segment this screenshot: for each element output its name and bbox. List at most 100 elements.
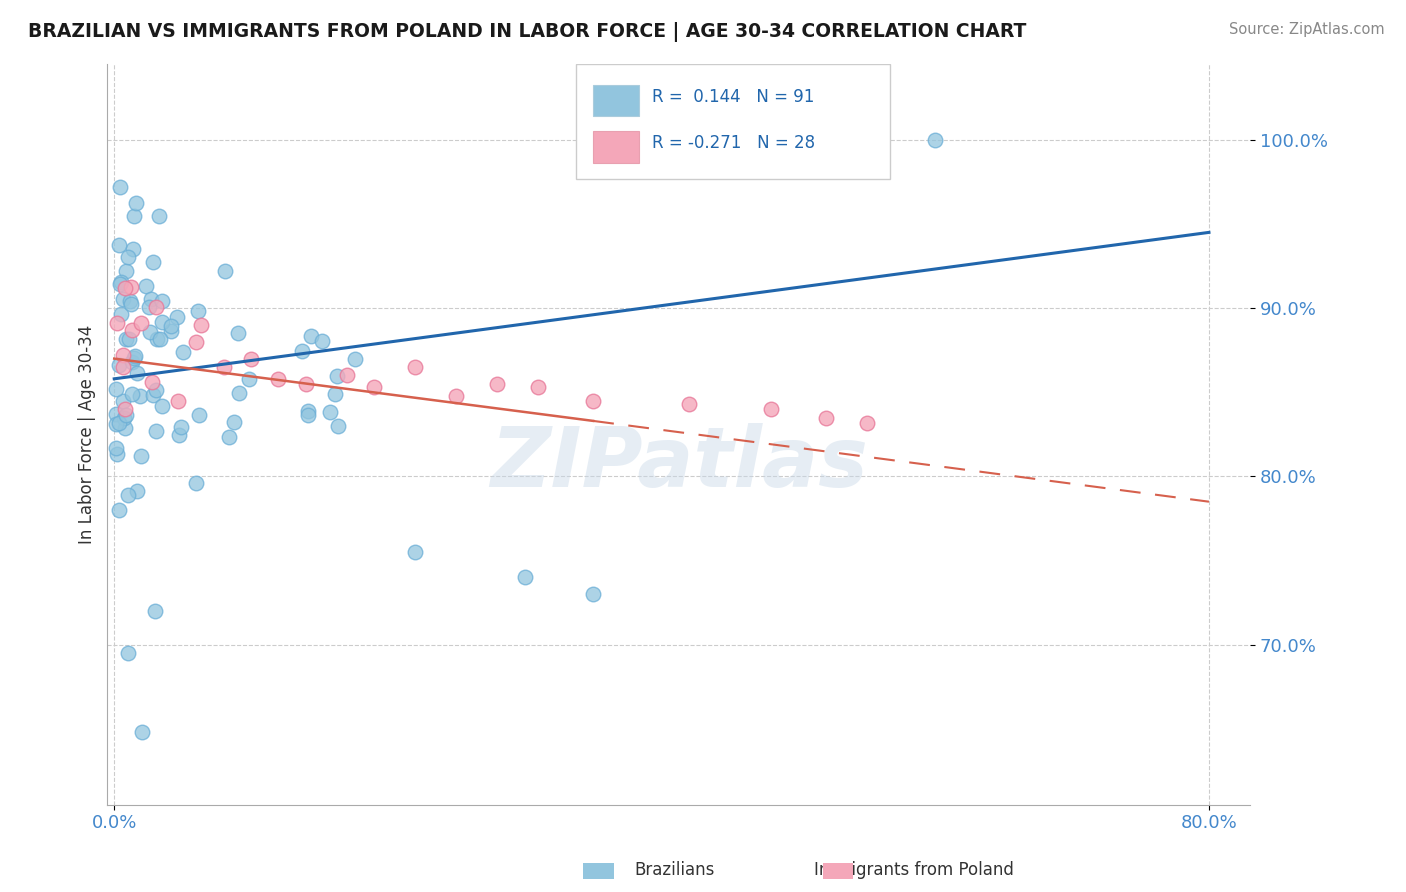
Point <box>122 209 145 223</box>
Point <box>363 380 385 394</box>
Point <box>152 315 174 329</box>
Point <box>114 401 136 416</box>
Point <box>115 264 138 278</box>
Point <box>139 325 162 339</box>
Point <box>172 345 194 359</box>
Point <box>160 324 183 338</box>
Point <box>311 334 333 348</box>
Point <box>104 407 127 421</box>
Point <box>121 323 143 337</box>
Point <box>145 332 167 346</box>
Point <box>240 351 263 366</box>
FancyBboxPatch shape <box>576 64 890 179</box>
Point <box>121 386 143 401</box>
Point <box>513 570 536 584</box>
Point <box>226 326 249 341</box>
Point <box>344 351 367 366</box>
Point <box>138 301 160 315</box>
Point <box>319 405 342 419</box>
Point <box>167 428 190 442</box>
Point <box>117 646 139 660</box>
Point <box>148 209 170 223</box>
Point <box>142 254 165 268</box>
Point <box>294 376 316 391</box>
Point <box>125 366 148 380</box>
FancyBboxPatch shape <box>593 85 638 116</box>
Point <box>125 196 148 211</box>
Point <box>297 404 319 418</box>
Point <box>134 279 156 293</box>
Text: Brazilians: Brazilians <box>634 861 716 879</box>
Point <box>145 384 167 398</box>
Point <box>336 368 359 383</box>
Point <box>582 393 605 408</box>
Text: Source: ZipAtlas.com: Source: ZipAtlas.com <box>1229 22 1385 37</box>
Point <box>297 408 319 422</box>
Point <box>111 394 134 409</box>
Point <box>121 355 143 369</box>
Point <box>104 441 127 455</box>
Text: R = -0.271   N = 28: R = -0.271 N = 28 <box>652 135 815 153</box>
Point <box>120 280 142 294</box>
Point <box>110 275 132 289</box>
Point <box>170 420 193 434</box>
Text: BRAZILIAN VS IMMIGRANTS FROM POLAND IN LABOR FORCE | AGE 30-34 CORRELATION CHART: BRAZILIAN VS IMMIGRANTS FROM POLAND IN L… <box>28 22 1026 42</box>
Point <box>678 397 700 411</box>
Point <box>527 380 550 394</box>
Point <box>924 133 946 147</box>
Point <box>131 725 153 739</box>
Point <box>186 334 208 349</box>
Point <box>224 415 246 429</box>
Point <box>145 424 167 438</box>
Point <box>112 359 135 374</box>
Point <box>110 277 132 291</box>
Point <box>108 416 131 430</box>
Point <box>115 408 138 422</box>
Point <box>108 358 131 372</box>
Y-axis label: In Labor Force | Age 30-34: In Labor Force | Age 30-34 <box>79 325 96 544</box>
Point <box>131 316 153 330</box>
Point <box>267 372 290 386</box>
Point <box>160 319 183 334</box>
Point <box>122 351 145 366</box>
Point <box>814 410 837 425</box>
Point <box>120 296 142 310</box>
Point <box>118 332 141 346</box>
Point <box>105 447 128 461</box>
Point <box>166 393 188 408</box>
Point <box>404 359 426 374</box>
Point <box>143 604 166 618</box>
Point <box>112 410 135 425</box>
Point <box>129 449 152 463</box>
Point <box>145 301 167 315</box>
Point <box>238 372 260 386</box>
Point <box>184 475 207 490</box>
Point <box>104 417 127 431</box>
Point <box>105 316 128 330</box>
Point <box>121 242 143 256</box>
Point <box>446 389 468 403</box>
Point <box>166 310 188 324</box>
Point <box>108 237 131 252</box>
Point <box>326 419 349 434</box>
Point <box>115 332 138 346</box>
Point <box>212 359 235 374</box>
Point <box>299 329 322 343</box>
Point <box>118 294 141 309</box>
Point <box>190 318 212 332</box>
Point <box>218 430 240 444</box>
Point <box>111 292 134 306</box>
Point <box>228 385 250 400</box>
Text: Immigrants from Poland: Immigrants from Poland <box>814 861 1014 879</box>
Point <box>150 294 173 309</box>
Point <box>323 386 346 401</box>
Point <box>127 484 149 499</box>
Point <box>108 503 131 517</box>
Point <box>856 416 879 430</box>
Point <box>187 303 209 318</box>
Point <box>108 179 131 194</box>
Point <box>214 264 236 278</box>
Text: ZIPatlas: ZIPatlas <box>489 424 868 505</box>
Point <box>759 402 782 417</box>
Point <box>486 376 509 391</box>
